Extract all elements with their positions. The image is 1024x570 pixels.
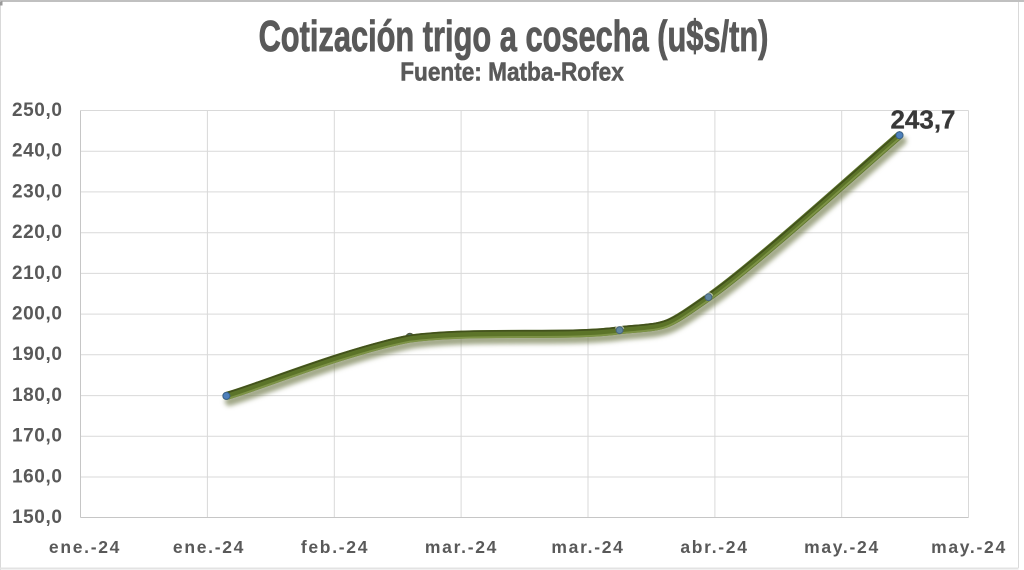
- svg-text:243,7: 243,7: [890, 104, 955, 134]
- svg-text:230,0: 230,0: [12, 181, 63, 202]
- svg-text:200,0: 200,0: [12, 304, 63, 325]
- svg-text:Fuente: Matba-Rofex: Fuente: Matba-Rofex: [400, 58, 624, 87]
- svg-text:150,0: 150,0: [12, 507, 63, 528]
- svg-text:mar.-24: mar.-24: [425, 537, 498, 557]
- svg-text:feb.-24: feb.-24: [301, 537, 369, 557]
- svg-text:240,0: 240,0: [12, 141, 63, 162]
- svg-text:180,0: 180,0: [12, 385, 63, 406]
- svg-text:220,0: 220,0: [12, 222, 63, 243]
- svg-text:160,0: 160,0: [12, 466, 63, 487]
- svg-text:ene.-24: ene.-24: [173, 537, 245, 557]
- svg-text:190,0: 190,0: [12, 344, 63, 365]
- svg-text:may.-24: may.-24: [804, 537, 880, 557]
- svg-text:170,0: 170,0: [12, 426, 63, 447]
- svg-text:250,0: 250,0: [12, 100, 63, 121]
- svg-text:abr.-24: abr.-24: [680, 537, 748, 557]
- svg-text:mar.-24: mar.-24: [551, 537, 624, 557]
- svg-text:Cotización trigo a cosecha (u$: Cotización trigo a cosecha (u$s/tn): [259, 13, 769, 62]
- svg-text:210,0: 210,0: [12, 263, 63, 284]
- svg-text:ene.-24: ene.-24: [49, 537, 121, 557]
- svg-text:may.-24: may.-24: [931, 537, 1007, 557]
